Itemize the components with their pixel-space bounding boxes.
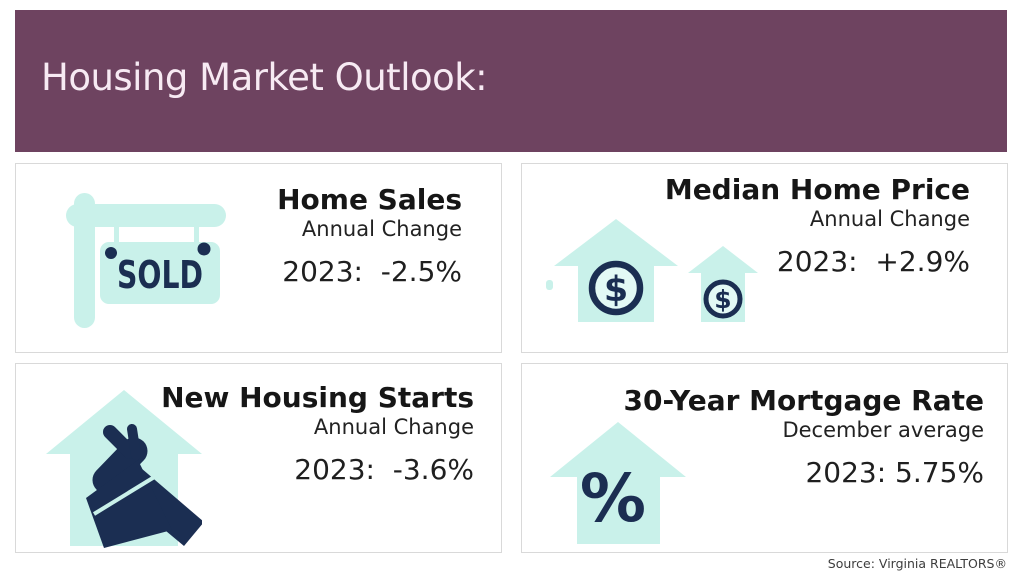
card-value: 2023: 5.75% <box>805 456 984 490</box>
page-title: Housing Market Outlook: <box>41 55 488 99</box>
card-title: Home Sales <box>277 183 462 216</box>
dollar-symbol-small: $ <box>714 285 731 314</box>
source-attribution: Source: Virginia REALTORS® <box>827 556 1007 571</box>
percent-symbol: % <box>580 460 646 537</box>
card-text-block: 30-Year Mortgage Rate December average 2… <box>623 384 984 490</box>
card-subtitle: Annual Change <box>313 414 474 439</box>
card-median-home-price: $ $ Median Home Price Annual Change 2023… <box>521 163 1008 353</box>
card-home-sales: SOLD Home Sales Annual Change 2023: -2.5… <box>15 163 502 353</box>
housing-starts-icon <box>46 390 202 548</box>
home-price-icon: $ $ <box>546 219 758 323</box>
card-value: 2023: +2.9% <box>776 245 970 279</box>
card-text-block: Median Home Price Annual Change 2023: +2… <box>664 173 970 279</box>
dollar-symbol-large: $ <box>604 270 628 310</box>
mortgage-rate-icon: % <box>550 422 686 546</box>
sold-sign-icon: SOLD <box>64 191 236 331</box>
sold-sign-label: SOLD <box>117 253 203 297</box>
header-banner: Housing Market Outlook: <box>15 10 1007 152</box>
card-subtitle: December average <box>782 417 984 442</box>
card-subtitle: Annual Change <box>301 216 462 241</box>
card-subtitle: Annual Change <box>809 206 970 231</box>
card-value: 2023: -2.5% <box>282 255 462 289</box>
card-text-block: Home Sales Annual Change 2023: -2.5% <box>277 183 462 289</box>
card-title: 30-Year Mortgage Rate <box>623 384 984 417</box>
card-mortgage-rate: % 30-Year Mortgage Rate December average… <box>521 363 1008 553</box>
card-title: New Housing Starts <box>161 381 474 414</box>
card-title: Median Home Price <box>664 173 970 206</box>
card-new-housing-starts: New Housing Starts Annual Change 2023: -… <box>15 363 502 553</box>
card-text-block: New Housing Starts Annual Change 2023: -… <box>161 381 474 487</box>
card-value: 2023: -3.6% <box>294 453 474 487</box>
